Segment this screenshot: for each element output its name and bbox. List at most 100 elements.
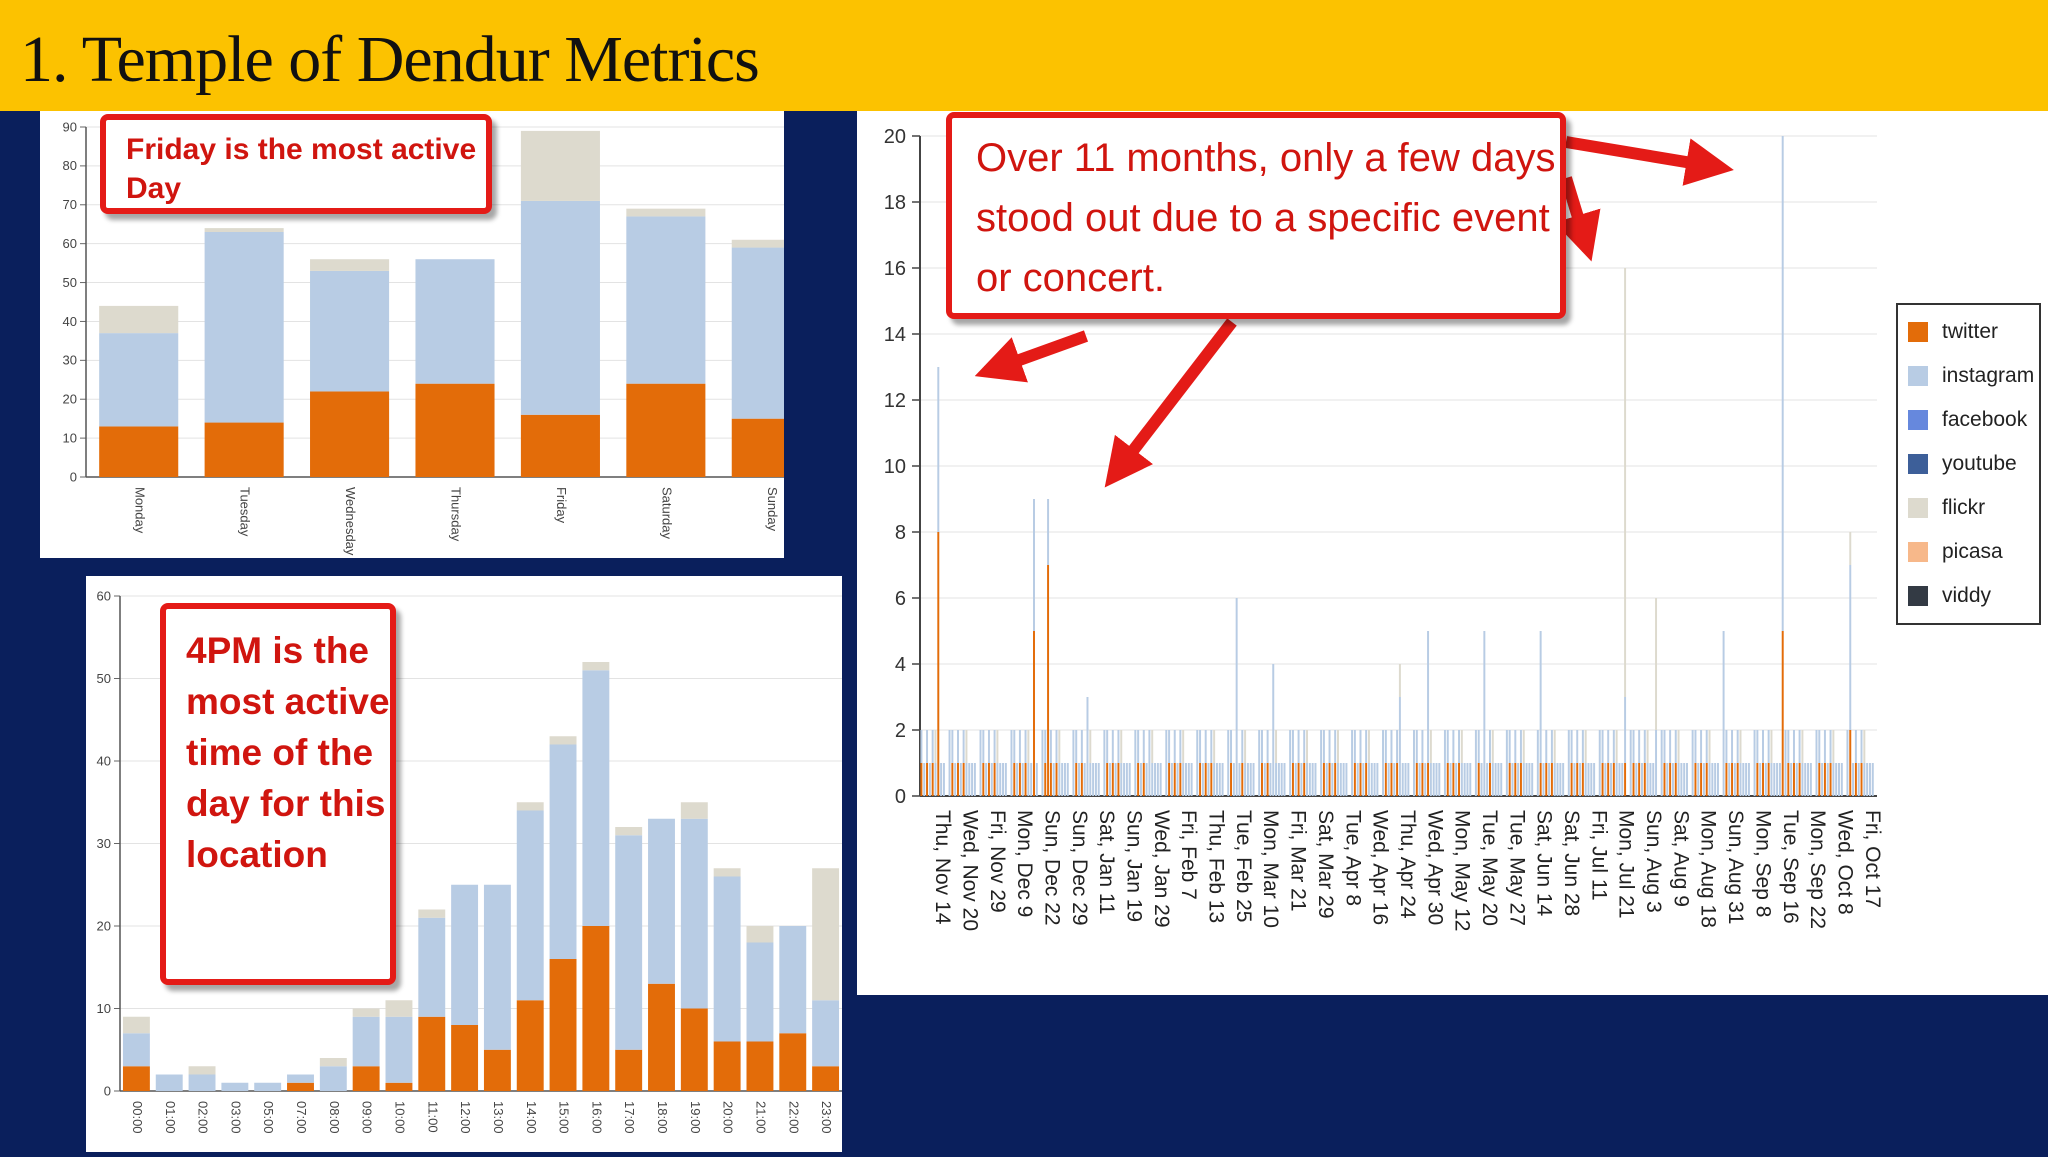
legend-swatch (1908, 366, 1928, 386)
bar-twitter (1024, 763, 1027, 796)
y-tick-label: 14 (884, 324, 906, 346)
bar-instagram (1320, 730, 1323, 796)
bar-instagram (1365, 730, 1368, 763)
y-tick-label: 10 (884, 456, 906, 478)
slide-title: 1. Temple of Dendur Metrics (20, 23, 760, 96)
x-tick-label: Tue, May 27 (1505, 810, 1528, 926)
bar-twitter (1013, 763, 1016, 796)
bar-twitter (1607, 763, 1610, 796)
bar-twitter (615, 1049, 643, 1091)
bar-instagram (1618, 763, 1621, 796)
bar-instagram (1401, 763, 1404, 796)
bar-instagram (1424, 763, 1427, 796)
bar-instagram (1460, 763, 1463, 796)
bar-twitter (957, 763, 959, 796)
bar-instagram (1463, 763, 1466, 796)
x-tick-label: Thu, Feb 13 (1205, 810, 1228, 923)
bar-twitter (516, 1000, 544, 1091)
bar-twitter (287, 1082, 314, 1091)
bar-instagram (1165, 730, 1168, 796)
bar-instagram (1125, 763, 1128, 796)
x-tick-label: Fri, Mar 21 (1287, 810, 1310, 912)
bar-flickr (418, 909, 446, 918)
bar-instagram (1075, 730, 1078, 763)
bar-twitter (926, 763, 929, 796)
x-tick-label: Sun, Dec 29 (1068, 810, 1091, 926)
bar-instagram (1407, 763, 1410, 796)
bar-instagram (1196, 730, 1199, 796)
x-tick-label: Sat, Aug 9 (1669, 810, 1692, 907)
bar-instagram (155, 1074, 183, 1091)
bar-instagram (1615, 763, 1618, 796)
legend-label: facebook (1942, 408, 2028, 431)
bar-flickr (1739, 730, 1742, 763)
bar-instagram (1241, 730, 1244, 763)
bar-twitter (1570, 763, 1573, 796)
bar-instagram (319, 1066, 347, 1091)
bar-instagram (1415, 730, 1418, 763)
bar-instagram (1412, 730, 1415, 796)
bar-instagram (1187, 763, 1190, 796)
bar-flickr (1708, 730, 1711, 763)
bar-instagram (1311, 763, 1314, 796)
bar-instagram (1044, 730, 1047, 763)
legend-item-viddy: viddy (1908, 583, 1991, 609)
bar-flickr (1615, 730, 1618, 763)
bar-instagram (1809, 763, 1812, 796)
bar-instagram (1280, 763, 1283, 796)
legend-item-flickr: flickr (1908, 495, 1985, 521)
bar-instagram (1649, 763, 1652, 796)
x-tick-label: Tue, Sep 16 (1779, 810, 1802, 924)
bar-instagram (996, 763, 999, 796)
x-tick-label: Tuesday (238, 487, 253, 537)
bar-twitter (1266, 763, 1269, 796)
bar-instagram (993, 730, 996, 763)
x-tick-label: Mon, Sep 8 (1751, 810, 1774, 917)
bar-twitter (1736, 763, 1739, 796)
legend-label: viddy (1942, 584, 1992, 607)
bar-twitter (1519, 763, 1522, 796)
bar-twitter (1508, 763, 1511, 796)
x-tick-label: 01:00 (163, 1101, 178, 1134)
bar-instagram (1173, 730, 1176, 763)
bar-flickr (626, 208, 706, 217)
bar-instagram (1272, 664, 1275, 796)
x-tick-label: Sat, Jun 28 (1560, 810, 1583, 916)
bar-flickr (812, 868, 840, 1001)
bar-instagram (1610, 763, 1612, 796)
bar-instagram (1539, 631, 1542, 763)
bar-instagram (1711, 763, 1714, 796)
bar-instagram (254, 1082, 282, 1091)
title-bar: 1. Temple of Dendur Metrics (0, 0, 2048, 111)
bar-instagram (926, 730, 929, 763)
bar-instagram (1477, 730, 1480, 763)
bar-instagram (1002, 763, 1005, 796)
legend-item-instagram: instagram (1908, 363, 2034, 389)
bar-instagram (1404, 763, 1407, 796)
bar-instagram (1429, 763, 1432, 796)
bar-instagram (1339, 763, 1342, 796)
bar-instagram (1308, 763, 1311, 796)
bar-instagram (1716, 763, 1719, 796)
bar-instagram (923, 763, 926, 796)
bar-instagram (1030, 763, 1033, 796)
y-tick-label: 40 (97, 753, 111, 768)
bar-instagram (931, 730, 934, 763)
bar-twitter (1210, 763, 1213, 796)
bar-instagram (1204, 730, 1207, 763)
x-tick-label: 02:00 (196, 1101, 211, 1134)
y-tick-label: 8 (895, 522, 906, 544)
bar-instagram (1227, 730, 1230, 796)
bar-twitter (385, 1082, 413, 1091)
bar-flickr (520, 130, 600, 201)
bar-instagram (352, 1016, 380, 1067)
bar-instagram (1058, 763, 1061, 796)
x-tick-label: Sun, Aug 31 (1724, 810, 1747, 924)
bar-instagram (1593, 763, 1596, 796)
x-tick-label: Mon, Mar 10 (1259, 810, 1282, 928)
bar-instagram (1826, 763, 1829, 796)
bar-instagram (1035, 763, 1038, 796)
bar-twitter (1111, 763, 1114, 796)
bar-instagram (1027, 763, 1030, 796)
bar-instagram (1367, 763, 1370, 796)
